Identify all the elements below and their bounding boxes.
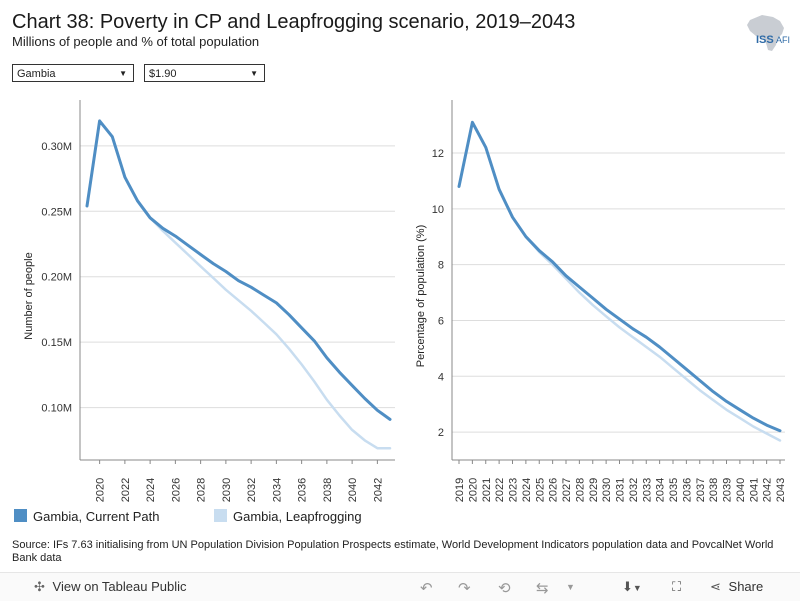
chevron-down-icon: ▼ <box>119 69 127 78</box>
x-tick-label: 2023 <box>508 478 520 502</box>
x-tick-label: 2034 <box>655 478 667 502</box>
share-icon: ⋖ <box>710 579 721 594</box>
logo-text-afi: AFI <box>776 35 790 45</box>
x-tick-label: 2026 <box>170 478 182 502</box>
x-tick-label: 2026 <box>548 478 560 502</box>
redo-icon[interactable]: ↷ <box>458 580 471 597</box>
x-tick-label: 2024 <box>145 478 157 502</box>
x-tick-label: 2032 <box>628 478 640 502</box>
y-tick-label: 0.10M <box>41 403 72 415</box>
y-tick-label: 10 <box>432 204 444 216</box>
y-tick-label: 6 <box>438 315 444 327</box>
y-tick-label: 0.30M <box>41 141 72 153</box>
y-tick-label: 0.15M <box>41 337 72 349</box>
x-tick-label: 2028 <box>574 478 586 502</box>
x-tick-label: 2031 <box>615 478 627 502</box>
country-select[interactable]: Gambia ▼ <box>12 64 134 82</box>
view-on-tableau-link[interactable]: ✣ View on Tableau Public <box>34 579 186 595</box>
x-tick-label: 2033 <box>641 478 653 502</box>
poverty-line-select[interactable]: $1.90 ▼ <box>144 64 265 82</box>
logo-text-iss: ISS <box>756 34 774 46</box>
x-tick-label: 2019 <box>454 478 466 502</box>
x-tick-label: 2022 <box>120 478 132 502</box>
x-tick-label: 2034 <box>271 478 283 502</box>
refresh-chevron-down-icon[interactable]: ▼ <box>566 582 575 592</box>
iss-afi-logo: ISS AFI <box>747 15 790 51</box>
y-tick-label: 0.20M <box>41 272 72 284</box>
x-tick-label: 2039 <box>722 478 734 502</box>
x-tick-label: 2029 <box>588 478 600 502</box>
x-tick-label: 2032 <box>246 478 258 502</box>
x-tick-label: 2042 <box>762 478 774 502</box>
x-tick-label: 2036 <box>297 478 309 502</box>
x-tick-label: 2030 <box>601 478 613 502</box>
x-tick-label: 2036 <box>681 478 693 502</box>
y-axis-title: Number of people <box>23 252 35 339</box>
source-note: Source: IFs 7.63 initialising from UN Po… <box>12 539 774 561</box>
chart-title: Chart 38: Poverty in CP and Leapfrogging… <box>12 11 576 33</box>
legend-label-leapfrogging: Gambia, Leapfrogging <box>233 509 362 524</box>
x-tick-label: 2020 <box>467 478 479 502</box>
x-tick-label: 2030 <box>221 478 233 502</box>
series-line-current-path <box>85 119 392 421</box>
chevron-down-icon: ▼ <box>250 69 258 78</box>
y-tick-label: 12 <box>432 148 444 160</box>
legend-label-current: Gambia, Current Path <box>33 509 160 524</box>
series-line-current-path <box>457 120 782 433</box>
view-on-tableau-label: View on Tableau Public <box>52 579 187 594</box>
undo-icon[interactable]: ↶ <box>420 580 433 597</box>
x-tick-label: 2024 <box>521 478 533 502</box>
x-tick-label: 2041 <box>748 478 760 502</box>
legend-item-current-path[interactable]: Gambia, Current Path <box>14 509 159 524</box>
x-tick-label: 2043 <box>775 478 787 502</box>
y-tick-label: 0.25M <box>41 206 72 218</box>
x-tick-label: 2035 <box>668 478 680 502</box>
y-tick-label: 2 <box>438 427 444 439</box>
poverty-line-select-value: $1.90 <box>149 68 177 80</box>
x-tick-label: 2027 <box>561 478 573 502</box>
legend-item-leapfrogging[interactable]: Gambia, Leapfrogging <box>214 509 362 524</box>
x-tick-label: 2038 <box>708 478 720 502</box>
y-tick-label: 4 <box>438 371 444 383</box>
series-line-leapfrogging <box>457 121 782 442</box>
country-select-value: Gambia <box>17 68 56 80</box>
percentage-chart: 2 4 6 8 10 12 2019 2020 2021 2022 2023 2024 2025 2026… <box>415 100 787 502</box>
share-label: Share <box>728 579 764 594</box>
x-tick-label: 2038 <box>322 478 334 502</box>
download-icon[interactable]: ⬇▼ <box>622 579 642 594</box>
refresh-icon[interactable]: ⇆ <box>536 580 549 597</box>
chart-subtitle: Millions of people and % of total popula… <box>12 34 260 49</box>
x-tick-label: 2040 <box>347 478 359 502</box>
x-tick-label: 2037 <box>695 478 707 502</box>
fullscreen-icon[interactable]: ⛶ <box>672 579 682 594</box>
download-chevron-down-icon: ▼ <box>632 583 642 593</box>
legend-swatch-current <box>14 509 27 522</box>
x-tick-label: 2021 <box>481 478 493 502</box>
x-tick-label: 2025 <box>534 478 546 502</box>
y-tick-label: 8 <box>438 260 444 272</box>
people-chart: 0.10M 0.15M 0.20M 0.25M 0.30M 2020 2022 2024 202… <box>23 100 395 502</box>
africa-map-icon <box>747 15 784 51</box>
x-tick-label: 2022 <box>494 478 506 502</box>
tableau-logo-icon: ✣ <box>34 579 45 594</box>
x-tick-label: 2040 <box>735 478 747 502</box>
legend-swatch-leapfrogging <box>214 509 227 522</box>
y-axis-title: Percentage of population (%) <box>415 225 427 367</box>
tableau-toolbar: ✣ View on Tableau Public ↶ ↷ ⟲ ⇆ ▼ ⬇▼ ⛶ … <box>0 572 800 601</box>
revert-icon[interactable]: ⟲ <box>498 580 511 597</box>
x-tick-label: 2028 <box>196 478 208 502</box>
x-tick-label: 2020 <box>95 478 107 502</box>
series-line-leapfrogging <box>85 119 392 450</box>
share-button[interactable]: ⋖ Share <box>710 579 763 595</box>
x-tick-label: 2042 <box>372 478 384 502</box>
